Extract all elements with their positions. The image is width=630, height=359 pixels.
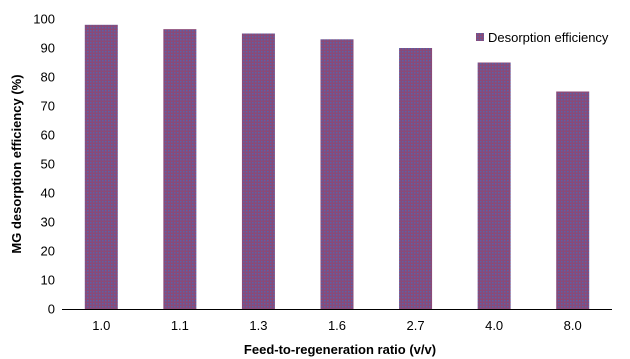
y-tick-label: 70	[41, 99, 55, 114]
x-tick-label: 1.0	[92, 318, 110, 333]
x-tick-label: 1.6	[328, 318, 346, 333]
bar	[399, 48, 433, 309]
y-axis-title: MG desorption efficiency (%)	[9, 74, 24, 253]
x-tick-label: 1.3	[249, 318, 267, 333]
x-axis-ticks: 1.0 1.1 1.3 1.6 2.7 4.0 8.0	[92, 318, 582, 333]
bar	[241, 33, 275, 309]
bars-group	[84, 24, 590, 310]
y-tick-label: 90	[41, 41, 55, 56]
y-tick-label: 20	[41, 244, 55, 259]
x-tick-label: 1.1	[171, 318, 189, 333]
x-axis-title: Feed-to-regeneration ratio (v/v)	[244, 342, 436, 357]
bar	[477, 62, 511, 309]
legend: Desorption efficiency	[476, 30, 609, 45]
bar	[163, 29, 197, 310]
y-tick-label: 0	[48, 302, 55, 317]
y-tick-label: 80	[41, 70, 55, 85]
y-axis-ticks: 0 10 20 30 40 50 60 70 80 90 100	[33, 12, 55, 317]
y-tick-label: 60	[41, 128, 55, 143]
legend-label: Desorption efficiency	[488, 30, 609, 45]
x-tick-label: 8.0	[564, 318, 582, 333]
y-tick-label: 10	[41, 273, 55, 288]
bar	[320, 39, 354, 310]
y-tick-label: 40	[41, 186, 55, 201]
bar	[84, 24, 118, 310]
y-tick-label: 50	[41, 157, 55, 172]
y-tick-label: 30	[41, 215, 55, 230]
legend-swatch	[476, 33, 484, 41]
bar	[556, 91, 590, 309]
x-tick-label: 4.0	[485, 318, 503, 333]
y-tick-label: 100	[33, 12, 55, 27]
x-tick-label: 2.7	[407, 318, 425, 333]
